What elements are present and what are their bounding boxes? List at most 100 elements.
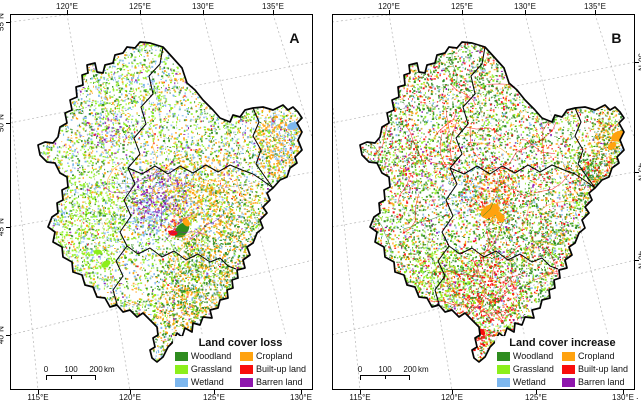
axis-tick-top-0 [66, 10, 68, 14]
legend-item-cropland: Cropland [561, 351, 628, 361]
builtup-swatch [561, 364, 575, 374]
legend-label-builtup: Built-up land [255, 364, 306, 374]
axis-label-bottom-1: 120°E [441, 393, 463, 402]
map-canvas-b [332, 14, 635, 390]
scalebar-0: 0 [357, 365, 363, 374]
woodland-swatch [496, 351, 510, 361]
axis-label-top-1: 125°E [129, 2, 151, 11]
legend-item-woodland: Woodland [174, 351, 232, 361]
axis-tick-right-2 [635, 259, 639, 261]
axis-tick-bottom-0 [359, 390, 361, 394]
grassland-swatch [174, 364, 188, 374]
axis-tick-top-2 [202, 10, 204, 14]
wetland-swatch [174, 377, 188, 387]
axis-tick-bottom-1 [451, 390, 453, 394]
scalebar-a: 0 100 200 km [44, 365, 124, 383]
axis-label-bottom-0: 115°E [349, 393, 371, 402]
woodland-swatch [174, 351, 188, 361]
axis-label-left-3: 40°N [0, 326, 6, 344]
legend-label-woodland: Woodland [512, 351, 554, 361]
legend-item-barren: Barren land [239, 377, 306, 387]
legend-label-grassland: Grassland [190, 364, 232, 374]
legend-item-barren: Barren land [561, 377, 628, 387]
legend-item-wetland: Wetland [174, 377, 232, 387]
axis-label-top-2: 130°E [192, 2, 214, 11]
scalebar-100: 100 [378, 365, 392, 374]
axis-tick-left-3 [6, 334, 10, 336]
legend-item-wetland: Wetland [496, 377, 554, 387]
axis-tick-left-0 [6, 21, 10, 23]
grassland-swatch [496, 364, 510, 374]
cropland-swatch [561, 351, 575, 361]
legend-title-b: Land cover increase [509, 337, 616, 349]
axis-label-bottom-3: 130°E [290, 393, 312, 402]
scalebar-100: 100 [64, 365, 78, 374]
scalebar-line [360, 375, 410, 380]
map-canvas-a [10, 14, 313, 390]
barren-swatch [561, 377, 575, 387]
legend-title-a: Land cover loss [198, 337, 283, 349]
axis-tick-top-1 [461, 10, 463, 14]
axis-tick-bottom-3 [622, 390, 624, 394]
legend-item-builtup: Built-up land [239, 364, 306, 374]
axis-tick-bottom-2 [213, 390, 215, 394]
axis-tick-top-0 [388, 10, 390, 14]
axis-label-top-3: 135°E [262, 2, 284, 11]
legend-item-grassland: Grassland [496, 364, 554, 374]
legend-label-woodland: Woodland [190, 351, 232, 361]
legend-b: Land cover increase Woodland Cropland Gr… [494, 336, 630, 388]
cropland-swatch [239, 351, 253, 361]
scalebar-unit: km [418, 365, 429, 374]
map-panel-b: B Land cover increase Woodland Cropland … [332, 2, 641, 402]
caption-period: . [636, 391, 639, 401]
axis-tick-right-0 [635, 61, 639, 63]
axis-label-bottom-0: 115°E [27, 393, 49, 402]
scalebar-b: 0 100 200 km [358, 365, 438, 383]
axis-label-top-0: 120°E [56, 2, 78, 11]
axis-label-left-1: 50°N [0, 114, 6, 132]
map-panel-a: A Land cover loss Woodland Cropland Gras… [0, 2, 313, 402]
axis-label-top-0: 120°E [378, 2, 400, 11]
legend-label-barren: Barren land [255, 377, 303, 387]
scalebar-200: 200 [89, 365, 103, 374]
wetland-swatch [496, 377, 510, 387]
legend-label-wetland: Wetland [190, 377, 224, 387]
legend-a: Land cover loss Woodland Cropland Grassl… [172, 336, 308, 388]
scalebar-line [46, 375, 96, 380]
legend-label-barren: Barren land [577, 377, 625, 387]
legend-label-cropland: Cropland [255, 351, 293, 361]
axis-tick-left-2 [6, 226, 10, 228]
scalebar-0: 0 [43, 365, 49, 374]
axis-label-top-3: 135°E [584, 2, 606, 11]
panel-letter-b: B [611, 30, 622, 46]
axis-label-left-0: 55°N [0, 13, 6, 31]
axis-tick-bottom-2 [535, 390, 537, 394]
legend-item-cropland: Cropland [239, 351, 306, 361]
legend-label-builtup: Built-up land [577, 364, 628, 374]
axis-label-top-2: 130°E [514, 2, 536, 11]
legend-grid-a: Woodland Cropland Grassland Built-up lan… [174, 351, 306, 387]
axis-label-top-1: 125°E [451, 2, 473, 11]
axis-tick-top-3 [272, 10, 274, 14]
scalebar-unit: km [104, 365, 115, 374]
legend-label-cropland: Cropland [577, 351, 615, 361]
axis-label-bottom-3: 130°E [612, 393, 634, 402]
axis-tick-right-1 [635, 171, 639, 173]
axis-label-bottom-2: 125°E [203, 393, 225, 402]
axis-label-left-2: 45°N [0, 218, 6, 236]
legend-grid-b: Woodland Cropland Grassland Built-up lan… [496, 351, 628, 387]
axis-tick-left-1 [6, 122, 10, 124]
legend-item-woodland: Woodland [496, 351, 554, 361]
axis-tick-bottom-1 [129, 390, 131, 394]
legend-item-builtup: Built-up land [561, 364, 628, 374]
axis-label-bottom-1: 120°E [119, 393, 141, 402]
legend-label-grassland: Grassland [512, 364, 554, 374]
axis-tick-top-1 [139, 10, 141, 14]
barren-swatch [239, 377, 253, 387]
axis-tick-top-3 [594, 10, 596, 14]
legend-item-grassland: Grassland [174, 364, 232, 374]
axis-tick-bottom-3 [300, 390, 302, 394]
legend-label-wetland: Wetland [512, 377, 546, 387]
panel-letter-a: A [289, 30, 300, 46]
